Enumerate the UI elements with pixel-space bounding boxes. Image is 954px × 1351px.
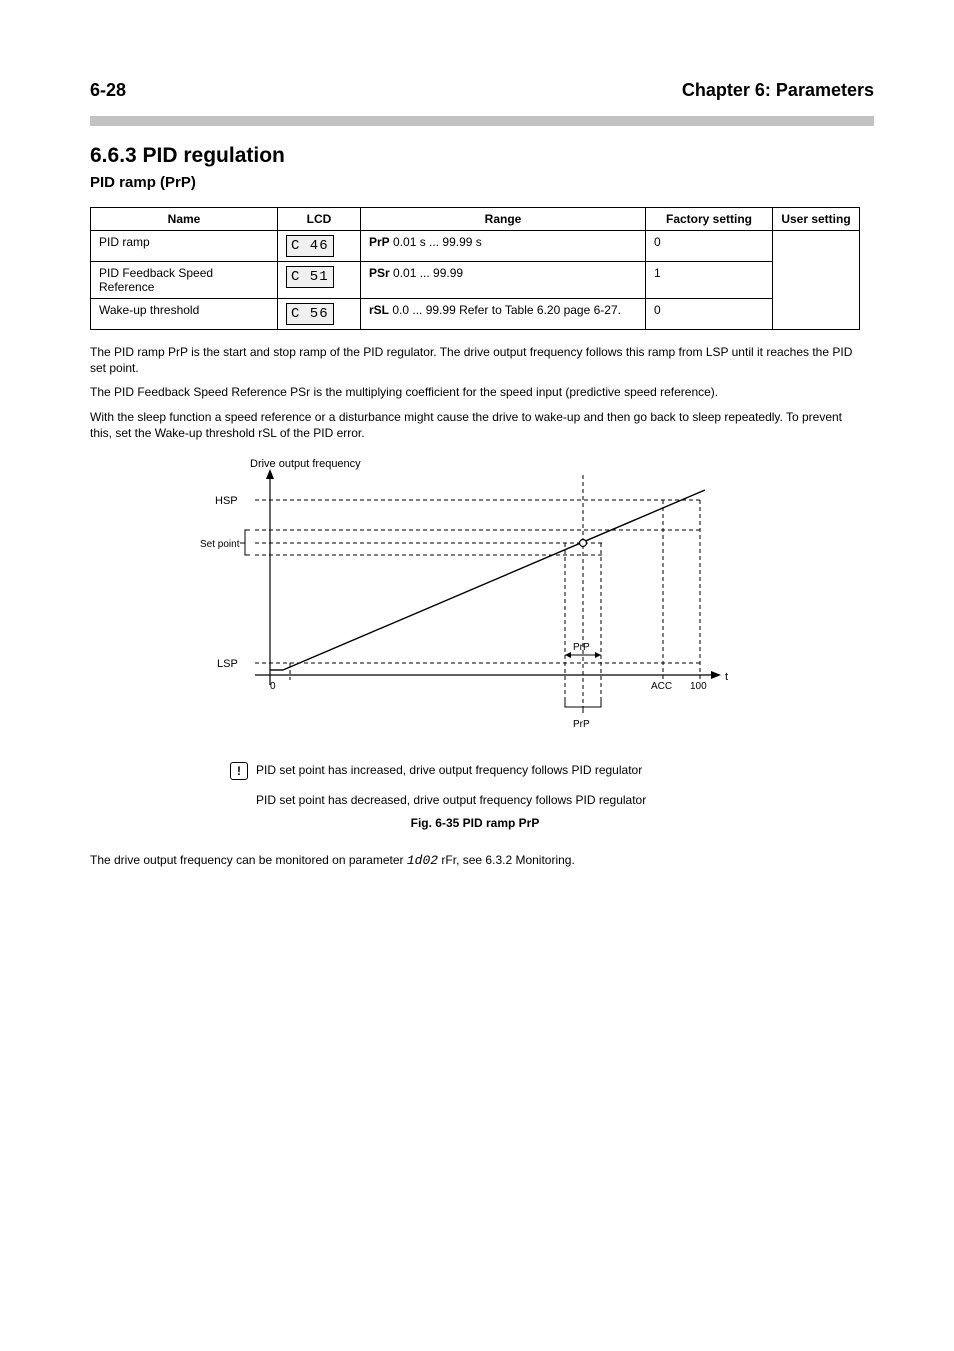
page-number: 6-28 xyxy=(90,80,126,101)
lcd-display: C 51 xyxy=(286,266,334,288)
ylabel-lsp: LSP xyxy=(217,658,238,670)
paragraph-psr: The PID Feedback Speed Reference PSr is … xyxy=(90,384,860,400)
cell-range-text: 0.0 ... 99.99 Refer to Table 6.20 page 6… xyxy=(392,303,621,317)
cell-factory: 1 xyxy=(646,262,773,299)
chapter-title: Chapter 6: Parameters xyxy=(682,80,874,101)
note-text: PID set point has decreased, drive outpu… xyxy=(256,792,790,808)
cell-lcd: C 56 xyxy=(278,299,361,330)
cell-range-text: 0.01 s ... 99.99 s xyxy=(393,235,482,249)
th-user: User setting xyxy=(773,208,860,231)
cell-range-text: 0.01 ... 99.99 xyxy=(393,266,463,280)
d02-post: rFr, see 6.3.2 Monitoring. xyxy=(441,853,574,867)
th-range: Range xyxy=(361,208,646,231)
table-header-row: Name LCD Range Factory setting User sett… xyxy=(91,208,860,231)
paragraph-prp: The PID ramp PrP is the start and stop r… xyxy=(90,344,860,376)
lcd-display: C 46 xyxy=(286,235,334,257)
cell-code: PSr xyxy=(369,266,390,280)
d02-pre: The drive output frequency can be monito… xyxy=(90,853,407,867)
figure-svg: Drive output frequency t xyxy=(195,455,755,745)
xlabel-default: 100 xyxy=(690,681,707,692)
cell-user xyxy=(773,231,860,330)
cell-name: Wake-up threshold xyxy=(91,299,278,330)
figure-wrap: Drive output frequency t xyxy=(90,455,860,830)
x-axis-label: t xyxy=(725,671,728,683)
sub-heading: PID ramp (PrP) xyxy=(90,174,874,191)
paragraph-d02: The drive output frequency can be monito… xyxy=(90,852,860,870)
cell-range: PSr 0.01 ... 99.99 xyxy=(361,262,646,299)
xlabel-prp-bracket: PrP xyxy=(573,719,590,730)
cell-code: PrP xyxy=(369,235,390,249)
table-row: PID Feedback Speed Reference C 51 PSr 0.… xyxy=(91,262,860,299)
th-name: Name xyxy=(91,208,278,231)
cell-name: PID ramp xyxy=(91,231,278,262)
figure-note-2: PID set point has decreased, drive outpu… xyxy=(230,792,790,808)
ylabel-hsp: HSP xyxy=(215,495,238,507)
figure-note-1: ! PID set point has increased, drive out… xyxy=(230,762,790,780)
page-header: 6-28 Chapter 6: Parameters xyxy=(90,80,874,101)
ylabel-setpoint: Set point xyxy=(200,539,240,550)
xlabel-acc-0: 0 xyxy=(270,681,276,692)
lcd-display: C 56 xyxy=(286,303,334,325)
header-divider xyxy=(90,116,874,126)
table-row: PID ramp C 46 PrP 0.01 s ... 99.99 s 0 xyxy=(91,231,860,262)
th-factory: Factory setting xyxy=(646,208,773,231)
table-row: Wake-up threshold C 56 rSL 0.0 ... 99.99… xyxy=(91,299,860,330)
cell-factory: 0 xyxy=(646,299,773,330)
cell-code: rSL xyxy=(369,303,389,317)
cell-range: rSL 0.0 ... 99.99 Refer to Table 6.20 pa… xyxy=(361,299,646,330)
document-page: 6-28 Chapter 6: Parameters 6.6.3 PID reg… xyxy=(0,0,954,1351)
y-axis-label: Drive output frequency xyxy=(250,458,361,470)
xlabel-acc: ACC xyxy=(651,681,672,692)
th-lcd: LCD xyxy=(278,208,361,231)
lcd-inline-d02: 1d02 xyxy=(407,853,438,868)
xlabel-prp-dim: PrP xyxy=(573,642,590,653)
section-heading: 6.6.3 PID regulation xyxy=(90,144,874,168)
cell-lcd: C 51 xyxy=(278,262,361,299)
cell-name: PID Feedback Speed Reference xyxy=(91,262,278,299)
cell-range: PrP 0.01 s ... 99.99 s xyxy=(361,231,646,262)
figure-notes: ! PID set point has increased, drive out… xyxy=(90,762,860,808)
note-text: PID set point has increased, drive outpu… xyxy=(256,762,790,778)
cell-lcd: C 46 xyxy=(278,231,361,262)
paragraph-rsl: With the sleep function a speed referenc… xyxy=(90,409,860,441)
parameter-table: Name LCD Range Factory setting User sett… xyxy=(90,207,860,330)
cell-factory: 0 xyxy=(646,231,773,262)
figure-caption: Fig. 6-35 PID ramp PrP xyxy=(90,816,860,830)
note-icon: ! xyxy=(230,762,248,780)
